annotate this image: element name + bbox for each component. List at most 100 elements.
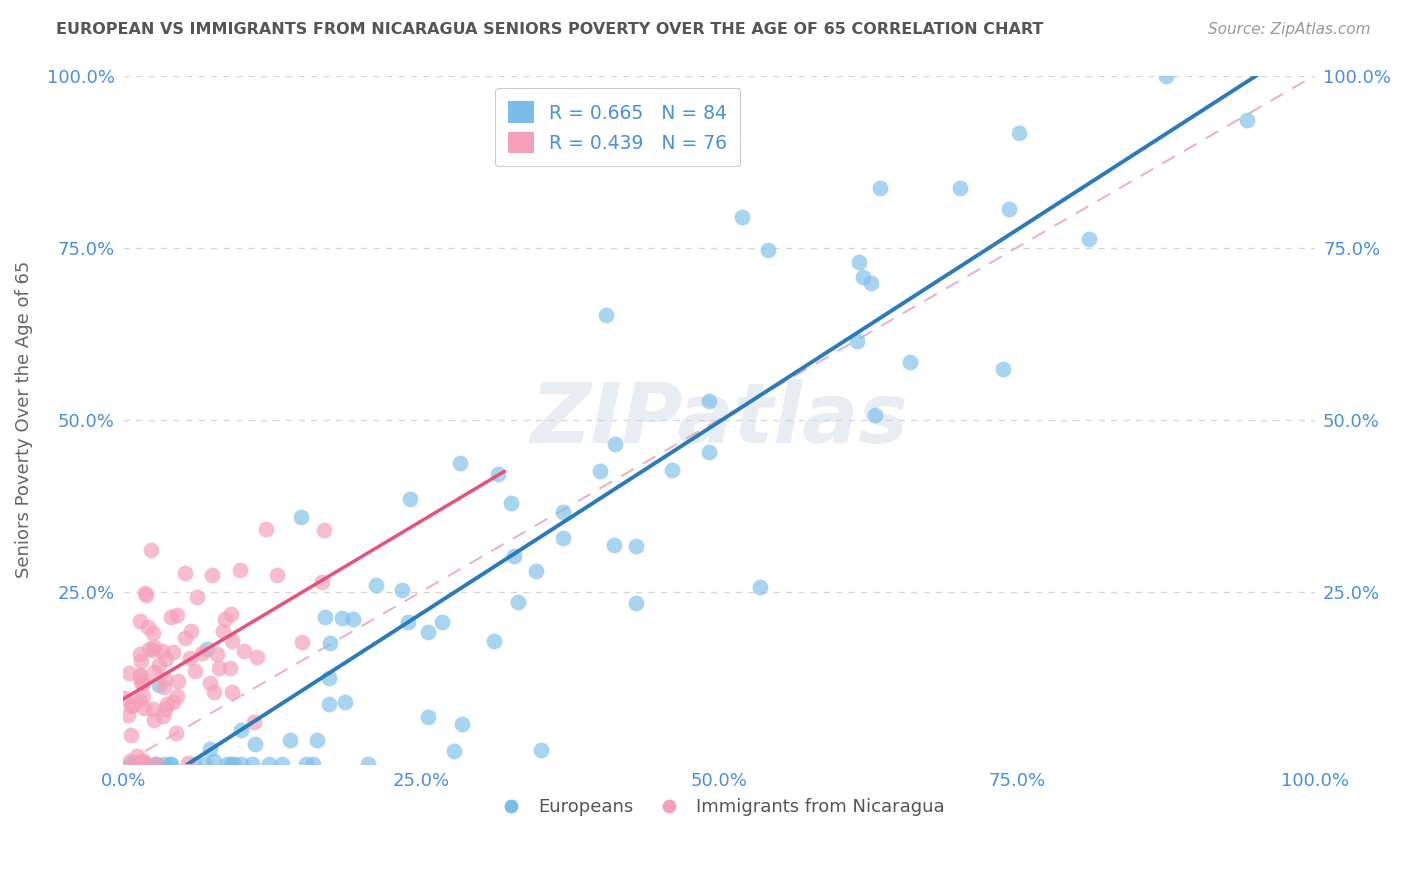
Point xyxy=(416,624,439,639)
Point xyxy=(153,702,176,716)
Point xyxy=(128,693,150,707)
Point xyxy=(307,733,329,747)
Point xyxy=(661,463,683,477)
Point xyxy=(991,361,1014,376)
Point xyxy=(254,522,277,536)
Legend: Europeans, Immigrants from Nicaragua: Europeans, Immigrants from Nicaragua xyxy=(485,791,952,823)
Point xyxy=(215,756,238,771)
Point xyxy=(697,393,720,408)
Point xyxy=(177,756,200,770)
Point xyxy=(530,742,553,756)
Point xyxy=(624,539,647,553)
Point xyxy=(869,180,891,194)
Point xyxy=(202,754,225,768)
Point xyxy=(208,661,231,675)
Point xyxy=(129,669,152,683)
Y-axis label: Seniors Poverty Over the Age of 65: Seniors Poverty Over the Age of 65 xyxy=(15,261,32,578)
Point xyxy=(603,538,626,552)
Point xyxy=(311,574,333,589)
Point xyxy=(138,641,160,656)
Point xyxy=(127,756,149,771)
Point xyxy=(845,334,868,348)
Point xyxy=(396,615,419,629)
Point xyxy=(134,756,156,771)
Point xyxy=(449,456,471,470)
Point xyxy=(134,701,156,715)
Point xyxy=(499,496,522,510)
Point xyxy=(183,756,205,771)
Point xyxy=(198,741,221,756)
Point xyxy=(202,684,225,698)
Point xyxy=(451,717,474,731)
Point xyxy=(229,756,252,771)
Point xyxy=(949,181,972,195)
Point xyxy=(142,640,165,655)
Point xyxy=(731,210,754,224)
Point xyxy=(257,756,280,771)
Point xyxy=(595,308,617,322)
Point xyxy=(134,756,156,771)
Point xyxy=(219,756,242,771)
Point xyxy=(756,243,779,257)
Point xyxy=(160,610,183,624)
Point xyxy=(998,202,1021,216)
Point xyxy=(194,756,217,771)
Point xyxy=(212,624,235,638)
Point xyxy=(155,652,177,666)
Point xyxy=(221,685,243,699)
Point xyxy=(160,756,183,771)
Point xyxy=(141,543,163,558)
Point xyxy=(127,756,149,771)
Point xyxy=(148,657,170,672)
Point xyxy=(128,614,150,628)
Point xyxy=(153,680,176,694)
Point xyxy=(165,726,187,740)
Point xyxy=(524,564,547,578)
Point xyxy=(863,408,886,422)
Point xyxy=(222,756,245,771)
Point xyxy=(120,728,142,742)
Point xyxy=(166,607,188,622)
Point xyxy=(118,666,141,681)
Point xyxy=(278,733,301,747)
Point xyxy=(1078,232,1101,246)
Point xyxy=(156,697,179,711)
Point xyxy=(860,276,883,290)
Point xyxy=(129,668,152,682)
Point xyxy=(132,676,155,690)
Point xyxy=(131,689,153,703)
Point xyxy=(134,586,156,600)
Point xyxy=(186,590,208,604)
Point xyxy=(122,698,145,712)
Point xyxy=(153,673,176,687)
Point xyxy=(1008,126,1031,140)
Point xyxy=(314,523,336,537)
Point xyxy=(214,612,236,626)
Point xyxy=(271,756,294,771)
Point xyxy=(167,673,190,688)
Text: EUROPEAN VS IMMIGRANTS FROM NICARAGUA SENIORS POVERTY OVER THE AGE OF 65 CORRELA: EUROPEAN VS IMMIGRANTS FROM NICARAGUA SE… xyxy=(56,22,1043,37)
Point xyxy=(848,255,870,269)
Point xyxy=(366,578,388,592)
Point xyxy=(135,589,157,603)
Point xyxy=(301,756,323,771)
Point xyxy=(319,636,342,650)
Point xyxy=(503,549,526,564)
Point xyxy=(219,660,242,674)
Point xyxy=(1236,112,1258,127)
Point xyxy=(166,689,188,703)
Point xyxy=(159,756,181,771)
Point xyxy=(179,651,201,665)
Point xyxy=(551,505,574,519)
Point xyxy=(588,464,610,478)
Point xyxy=(443,744,465,758)
Point xyxy=(129,647,152,661)
Point xyxy=(148,678,170,692)
Point xyxy=(266,568,288,582)
Point xyxy=(748,580,770,594)
Point xyxy=(295,756,318,771)
Point xyxy=(129,654,152,668)
Point xyxy=(900,355,922,369)
Point xyxy=(245,737,267,751)
Point xyxy=(162,645,184,659)
